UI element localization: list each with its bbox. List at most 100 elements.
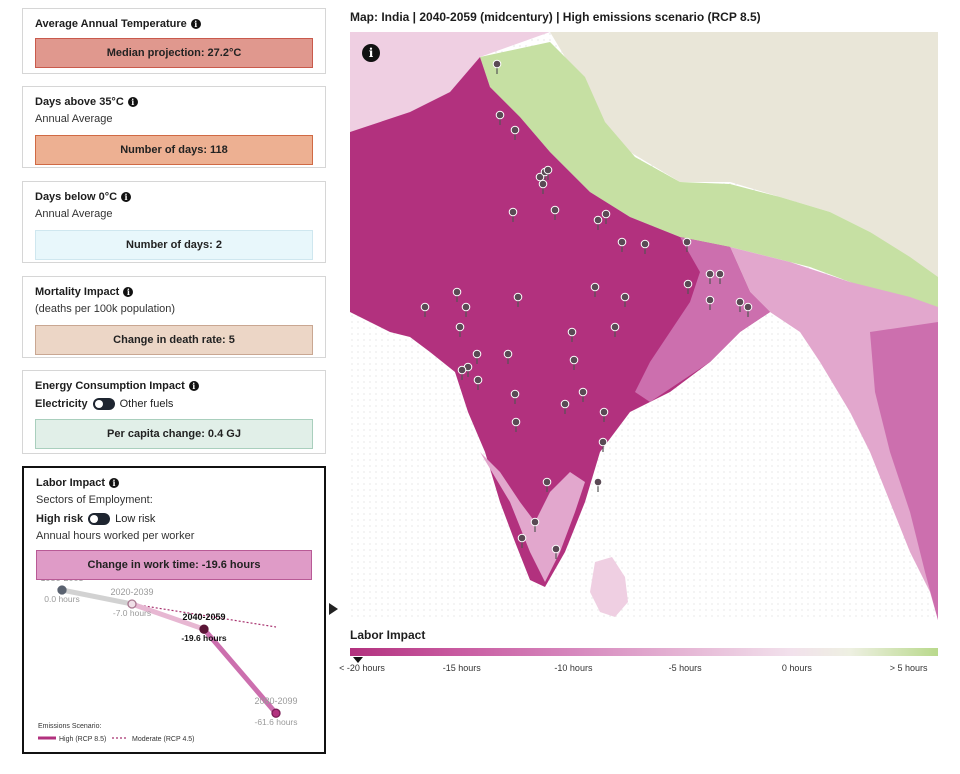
city-pin-icon[interactable] bbox=[550, 205, 560, 220]
info-icon[interactable]: i bbox=[127, 97, 138, 107]
city-markers bbox=[420, 59, 753, 559]
city-pin-icon[interactable] bbox=[705, 269, 715, 284]
city-pin-icon[interactable] bbox=[492, 59, 502, 74]
days-below-title-row: Days below 0°C i bbox=[35, 190, 313, 204]
map-canvas[interactable] bbox=[350, 32, 938, 620]
mortality-card: Mortality Impact i (deaths per 100k popu… bbox=[22, 276, 326, 358]
energy-card: Energy Consumption Impact i Electricity … bbox=[22, 370, 326, 454]
city-pin-icon[interactable] bbox=[457, 365, 467, 380]
city-pin-icon[interactable] bbox=[593, 477, 603, 492]
city-pin-icon[interactable] bbox=[682, 237, 692, 252]
city-pin-icon[interactable] bbox=[599, 407, 609, 422]
city-pin-icon[interactable] bbox=[420, 302, 430, 317]
energy-title-row: Energy Consumption Impact i bbox=[35, 379, 313, 393]
high-series-segment bbox=[201, 626, 279, 716]
info-icon[interactable]: i bbox=[109, 478, 120, 488]
city-pin-icon[interactable] bbox=[530, 517, 540, 532]
days-below-subtitle: Annual Average bbox=[35, 208, 113, 220]
energy-toggle-left-label: Electricity bbox=[35, 398, 88, 410]
labor-card: Labor Impact i Sectors of Employment: Hi… bbox=[22, 466, 326, 754]
city-pin-icon[interactable] bbox=[510, 389, 520, 404]
city-pin-icon[interactable] bbox=[513, 292, 523, 307]
energy-value: Per capita change: 0.4 GJ bbox=[35, 419, 313, 449]
legend-tick-label: -5 hours bbox=[668, 663, 702, 673]
labor-sectors-label: Sectors of Employment: bbox=[36, 494, 153, 506]
legend-color-scale bbox=[350, 648, 938, 656]
days-above-card: Days above 35°C i Annual Average Number … bbox=[22, 86, 326, 168]
labor-risk-toggle[interactable] bbox=[88, 513, 111, 525]
legend-title: Labor Impact bbox=[350, 628, 426, 642]
region-mid-eastcoast bbox=[635, 237, 770, 402]
energy-fuel-toggle[interactable] bbox=[92, 398, 115, 410]
moderate-series-line bbox=[131, 603, 277, 628]
point-value-label: -61.6 hours bbox=[255, 717, 298, 727]
info-icon[interactable]: i bbox=[188, 381, 199, 391]
city-pin-icon[interactable] bbox=[538, 179, 548, 194]
city-pin-icon[interactable] bbox=[578, 387, 588, 402]
info-icon[interactable]: i bbox=[121, 192, 132, 202]
chart-legend-title: Emissions Scenario: bbox=[38, 723, 101, 730]
energy-title: Energy Consumption Impact bbox=[35, 380, 185, 392]
city-pin-icon[interactable] bbox=[610, 322, 620, 337]
city-pin-icon[interactable] bbox=[495, 110, 505, 125]
days-above-title: Days above 35°C bbox=[35, 96, 124, 108]
energy-toggle-row: Electricity Other fuels bbox=[35, 397, 313, 411]
region-pale-northwest bbox=[350, 32, 550, 132]
days-below-value: Number of days: 2 bbox=[35, 230, 313, 260]
city-pin-icon[interactable] bbox=[590, 282, 600, 297]
map-info-icon[interactable]: i bbox=[362, 44, 380, 62]
city-pin-icon[interactable] bbox=[569, 355, 579, 370]
high-series-segment bbox=[129, 601, 207, 632]
city-pin-icon[interactable] bbox=[598, 437, 608, 452]
city-pin-icon[interactable] bbox=[508, 207, 518, 222]
city-pin-icon[interactable] bbox=[455, 322, 465, 337]
high-series-point bbox=[127, 599, 137, 609]
legend-current-value-marker bbox=[353, 657, 363, 663]
city-pin-icon[interactable] bbox=[473, 375, 483, 390]
info-icon[interactable]: i bbox=[123, 287, 134, 297]
labor-hours-label: Annual hours worked per worker bbox=[36, 530, 195, 542]
city-pin-icon[interactable] bbox=[593, 215, 603, 230]
legend-tick-label: < -20 hours bbox=[339, 663, 385, 673]
city-pin-icon[interactable] bbox=[461, 302, 471, 317]
temperature-value: Median projection: 27.2°C bbox=[35, 38, 313, 68]
city-pin-icon[interactable] bbox=[715, 269, 725, 284]
days-above-title-row: Days above 35°C i bbox=[35, 95, 313, 109]
city-pin-icon[interactable] bbox=[472, 349, 482, 364]
city-pin-icon[interactable] bbox=[683, 279, 693, 294]
legend-tick-label: > 5 hours bbox=[889, 663, 928, 673]
city-pin-icon[interactable] bbox=[601, 209, 611, 224]
india-choropleth-map bbox=[350, 32, 938, 620]
days-below-title: Days below 0°C bbox=[35, 191, 118, 203]
city-pin-icon[interactable] bbox=[743, 302, 753, 317]
city-pin-icon[interactable] bbox=[542, 477, 552, 492]
mortality-subtitle: (deaths per 100k population) bbox=[35, 303, 176, 315]
point-value-label: 0.0 hours bbox=[44, 594, 79, 604]
info-icon[interactable]: i bbox=[190, 19, 201, 29]
period-label: 2020-2039 bbox=[110, 587, 153, 597]
temperature-title: Average Annual Temperature bbox=[35, 18, 187, 30]
city-pin-icon[interactable] bbox=[510, 125, 520, 140]
city-pin-icon[interactable] bbox=[452, 287, 462, 302]
labor-title: Labor Impact bbox=[36, 477, 106, 489]
city-pin-icon[interactable] bbox=[560, 399, 570, 414]
legend-tick-label: 0 hours bbox=[781, 663, 812, 673]
toggle-knob bbox=[90, 515, 99, 523]
city-pin-icon[interactable] bbox=[511, 417, 521, 432]
city-pin-icon[interactable] bbox=[735, 297, 745, 312]
period-label: 2040-2059 bbox=[182, 612, 225, 622]
city-pin-icon[interactable] bbox=[705, 295, 715, 310]
city-pin-icon[interactable] bbox=[617, 237, 627, 252]
city-pin-icon[interactable] bbox=[517, 533, 527, 548]
point-value-label: -7.0 hours bbox=[113, 608, 151, 618]
expand-arrow-icon[interactable] bbox=[329, 603, 338, 615]
labor-value: Change in work time: -19.6 hours bbox=[36, 550, 312, 580]
city-pin-icon[interactable] bbox=[503, 349, 513, 364]
labor-title-row: Labor Impact i bbox=[36, 476, 312, 490]
city-pin-icon[interactable] bbox=[640, 239, 650, 254]
city-pin-icon[interactable] bbox=[543, 165, 553, 180]
city-pin-icon[interactable] bbox=[551, 544, 561, 559]
city-pin-icon[interactable] bbox=[567, 327, 577, 342]
high-series-point bbox=[57, 585, 67, 595]
city-pin-icon[interactable] bbox=[620, 292, 630, 307]
